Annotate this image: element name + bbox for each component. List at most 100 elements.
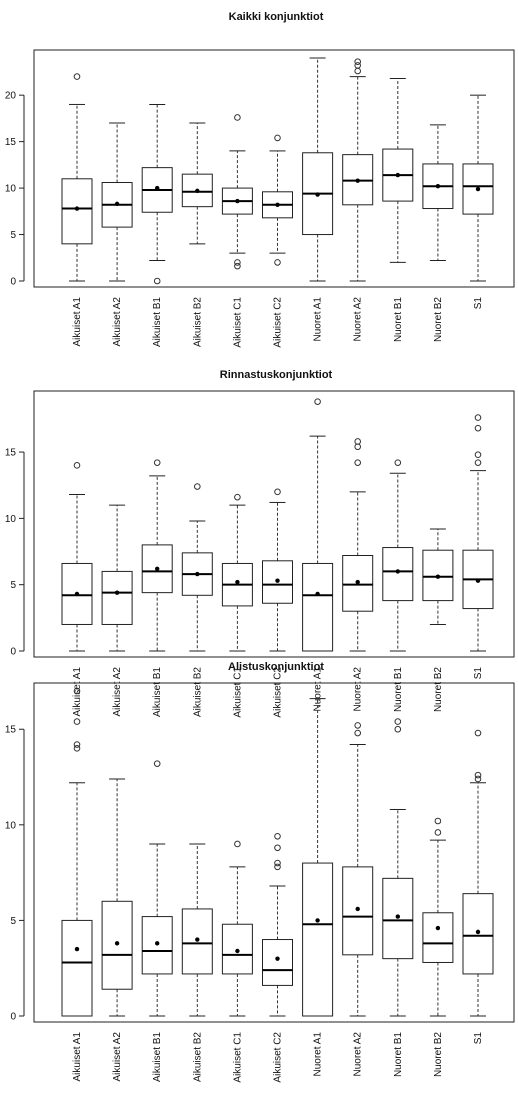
outlier-point bbox=[234, 840, 241, 848]
chart-panel-3: Alistuskonjunktiot 0 5 10 15 Aikuiset A1 Aikui… bbox=[5, 661, 515, 1083]
outlier-point bbox=[394, 718, 402, 725]
outlier-point bbox=[354, 443, 362, 451]
outlier-point bbox=[73, 718, 81, 725]
box-aikuiset-b1 bbox=[141, 459, 173, 652]
outlier-point bbox=[354, 58, 362, 66]
outlier-point bbox=[354, 722, 362, 729]
outlier-point bbox=[73, 462, 81, 469]
mean-point bbox=[275, 956, 280, 961]
y-tick-label: 10 bbox=[5, 820, 17, 831]
mean-point bbox=[74, 946, 80, 952]
y-tick-label: 5 bbox=[10, 230, 16, 241]
category-label: Nuoret A2 bbox=[353, 667, 364, 712]
box-aikuiset-c1 bbox=[221, 493, 253, 652]
mean-point bbox=[235, 948, 240, 954]
mean-point bbox=[195, 188, 200, 194]
category-label: Aikuiset A2 bbox=[112, 297, 123, 347]
mean-point bbox=[155, 185, 160, 191]
iqr-box bbox=[61, 919, 93, 1017]
outlier-point bbox=[434, 817, 442, 825]
box-aikuiset-a1 bbox=[61, 462, 93, 652]
iqr-box bbox=[262, 939, 293, 986]
category-label: Nuoret A1 bbox=[313, 1032, 324, 1077]
outlier-point bbox=[354, 438, 362, 445]
category-label: Aikuiset C2 bbox=[273, 297, 284, 348]
mean-point bbox=[395, 914, 400, 919]
outlier-point bbox=[474, 459, 482, 466]
iqr-box bbox=[101, 900, 133, 990]
category-label: S1 bbox=[473, 297, 484, 310]
outlier-point bbox=[153, 760, 161, 767]
y-tick-label: 15 bbox=[5, 448, 17, 459]
box-aikuiset-a2 bbox=[101, 504, 133, 652]
mean-point bbox=[114, 201, 120, 207]
mean-point bbox=[395, 569, 400, 574]
category-label: Nuoret B2 bbox=[433, 297, 444, 342]
plot-frame bbox=[33, 49, 515, 288]
y-tick-label: 15 bbox=[5, 725, 17, 736]
box-aikuiset-c1 bbox=[221, 840, 253, 1017]
category-label: Aikuiset C2 bbox=[273, 1032, 284, 1083]
outlier-point bbox=[153, 459, 161, 466]
mean-point bbox=[275, 578, 280, 583]
category-label: Aikuiset A1 bbox=[72, 1032, 83, 1082]
iqr-box bbox=[61, 178, 93, 245]
mean-point bbox=[475, 186, 481, 192]
category-label: Aikuiset C2 bbox=[273, 667, 284, 718]
category-label: S1 bbox=[473, 1032, 484, 1045]
outlier-point bbox=[474, 729, 482, 737]
mean-point bbox=[195, 571, 200, 577]
outlier-point bbox=[474, 771, 482, 779]
mean-point bbox=[315, 918, 320, 923]
outlier-point bbox=[73, 741, 81, 748]
category-label: Nuoret B1 bbox=[393, 1032, 404, 1077]
box-aikuiset-b2 bbox=[181, 483, 213, 652]
iqr-box bbox=[422, 912, 454, 963]
box-aikuiset-c2 bbox=[262, 488, 293, 652]
box-nuoret-a1 bbox=[302, 57, 334, 282]
box-aikuiset-a2 bbox=[101, 122, 133, 282]
box-aikuiset-c2 bbox=[262, 832, 293, 1017]
outlier-point bbox=[274, 832, 281, 840]
outlier-point bbox=[274, 844, 281, 852]
outlier-point bbox=[394, 725, 402, 733]
box-aikuiset-a2 bbox=[101, 778, 133, 1017]
box-nuoret-b2 bbox=[422, 528, 454, 625]
box-nuoret-b2 bbox=[422, 817, 454, 1017]
outlier-point bbox=[474, 424, 482, 432]
mean-point bbox=[275, 202, 280, 208]
outlier-point bbox=[354, 67, 362, 75]
mean-point bbox=[355, 906, 360, 912]
y-tick-label: 10 bbox=[5, 184, 17, 195]
y-tick-label: 0 bbox=[10, 647, 16, 658]
iqr-box bbox=[342, 555, 374, 612]
mean-point bbox=[435, 925, 441, 931]
mean-point bbox=[315, 192, 320, 197]
category-label: Nuoret A2 bbox=[353, 1032, 364, 1077]
y-tick-label: 5 bbox=[10, 916, 16, 927]
mean-point bbox=[435, 184, 441, 189]
mean-point bbox=[155, 941, 160, 946]
category-label: S1 bbox=[473, 667, 484, 680]
box-nuoret-a2 bbox=[342, 58, 374, 282]
box-aikuiset-b2 bbox=[181, 843, 213, 1017]
outlier-point bbox=[234, 493, 241, 501]
box-nuoret-a2 bbox=[342, 438, 374, 652]
chart-title: Alistuskonjunktiot bbox=[228, 661, 324, 673]
outlier-point bbox=[234, 114, 241, 121]
box-aikuiset-a1 bbox=[61, 73, 93, 282]
outlier-point bbox=[274, 859, 281, 867]
chart-title: Kaikki konjunktiot bbox=[229, 11, 324, 23]
outlier-point bbox=[354, 62, 362, 69]
box-aikuiset-a1 bbox=[61, 687, 93, 1017]
outlier-point bbox=[474, 451, 482, 459]
outlier-point bbox=[394, 459, 402, 466]
plot-frame bbox=[33, 682, 515, 1023]
outlier-point bbox=[274, 259, 281, 266]
y-tick-label: 15 bbox=[5, 137, 17, 148]
category-label: Aikuiset B2 bbox=[192, 297, 203, 347]
mean-point bbox=[195, 937, 200, 942]
mean-point bbox=[355, 178, 360, 183]
mean-point bbox=[475, 929, 481, 935]
mean-point bbox=[435, 574, 441, 579]
